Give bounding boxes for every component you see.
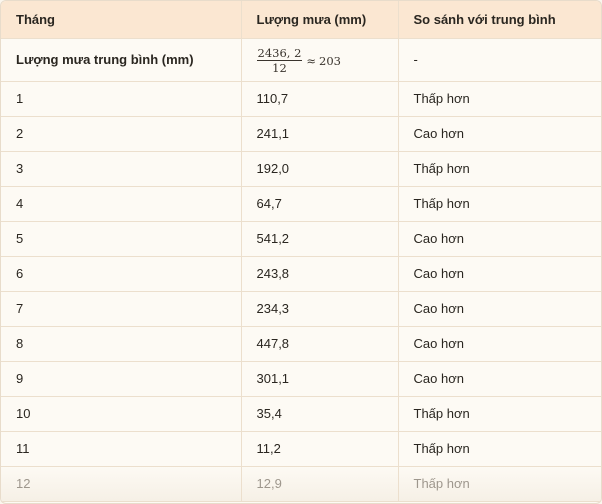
- table-row: 7 234,3 Cao hơn: [1, 291, 601, 327]
- table-row: 10 35,4 Thấp hơn: [1, 396, 601, 432]
- cell-month: 4: [1, 186, 242, 222]
- average-result: 203: [319, 53, 341, 68]
- average-comparison: -: [398, 38, 601, 82]
- table-row: 1 110,7 Thấp hơn: [1, 81, 601, 117]
- table-row: 8 447,8 Cao hơn: [1, 326, 601, 362]
- table-row: 5 541,2 Cao hơn: [1, 221, 601, 257]
- cell-month: 10: [1, 396, 242, 432]
- cell-comparison: Cao hơn: [398, 221, 601, 257]
- cell-month: 7: [1, 291, 242, 327]
- cell-rainfall: 12,9: [241, 466, 399, 502]
- cell-comparison: Cao hơn: [398, 116, 601, 152]
- cell-rainfall: 110,7: [241, 81, 399, 117]
- cell-rainfall: 11,2: [241, 431, 399, 467]
- table-body: Lượng mưa trung bình (mm) 2436, 2 12 ≈ 2…: [1, 38, 601, 502]
- cell-month: 6: [1, 256, 242, 292]
- fraction: 2436, 2 12: [256, 46, 303, 75]
- table-row: 9 301,1 Cao hơn: [1, 361, 601, 397]
- cell-comparison: Thấp hơn: [398, 186, 601, 222]
- table-row: 4 64,7 Thấp hơn: [1, 186, 601, 222]
- cell-rainfall: 541,2: [241, 221, 399, 257]
- cell-month: 12: [1, 466, 242, 502]
- table-row: 12 12,9 Thấp hơn: [1, 466, 601, 502]
- cell-comparison: Thấp hơn: [398, 396, 601, 432]
- header-comparison: So sánh với trung bình: [398, 1, 601, 39]
- average-formula: 2436, 2 12 ≈ 203: [241, 38, 399, 82]
- cell-month: 2: [1, 116, 242, 152]
- cell-month: 9: [1, 361, 242, 397]
- cell-comparison: Cao hơn: [398, 361, 601, 397]
- cell-comparison: Cao hơn: [398, 326, 601, 362]
- table-header: Tháng Lượng mưa (mm) So sánh với trung b…: [1, 1, 601, 39]
- cell-month: 8: [1, 326, 242, 362]
- approx-symbol: ≈: [306, 53, 317, 68]
- cell-comparison: Thấp hơn: [398, 431, 601, 467]
- cell-rainfall: 234,3: [241, 291, 399, 327]
- fraction-denominator: 12: [272, 61, 287, 75]
- cell-rainfall: 35,4: [241, 396, 399, 432]
- average-label: Lượng mưa trung bình (mm): [1, 38, 242, 82]
- table-row: 2 241,1 Cao hơn: [1, 116, 601, 152]
- header-month: Tháng: [1, 1, 242, 39]
- cell-rainfall: 64,7: [241, 186, 399, 222]
- average-formula-expression: 2436, 2 12 ≈ 203: [256, 46, 341, 75]
- cell-month: 11: [1, 431, 242, 467]
- table-row: 3 192,0 Thấp hơn: [1, 151, 601, 187]
- cell-month: 5: [1, 221, 242, 257]
- cell-comparison: Thấp hơn: [398, 151, 601, 187]
- table-row: 6 243,8 Cao hơn: [1, 256, 601, 292]
- average-row: Lượng mưa trung bình (mm) 2436, 2 12 ≈ 2…: [1, 38, 601, 82]
- cell-rainfall: 192,0: [241, 151, 399, 187]
- cell-comparison: Thấp hơn: [398, 81, 601, 117]
- header-rainfall: Lượng mưa (mm): [241, 1, 399, 39]
- cell-rainfall: 447,8: [241, 326, 399, 362]
- cell-comparison: Thấp hơn: [398, 466, 601, 502]
- cell-month: 3: [1, 151, 242, 187]
- cell-rainfall: 243,8: [241, 256, 399, 292]
- cell-month: 1: [1, 81, 242, 117]
- cell-rainfall: 241,1: [241, 116, 399, 152]
- cell-rainfall: 301,1: [241, 361, 399, 397]
- fraction-numerator: 2436, 2: [256, 46, 303, 61]
- table-row: 11 11,2 Thấp hơn: [1, 431, 601, 467]
- cell-comparison: Cao hơn: [398, 256, 601, 292]
- cell-comparison: Cao hơn: [398, 291, 601, 327]
- header-row: Tháng Lượng mưa (mm) So sánh với trung b…: [1, 1, 601, 39]
